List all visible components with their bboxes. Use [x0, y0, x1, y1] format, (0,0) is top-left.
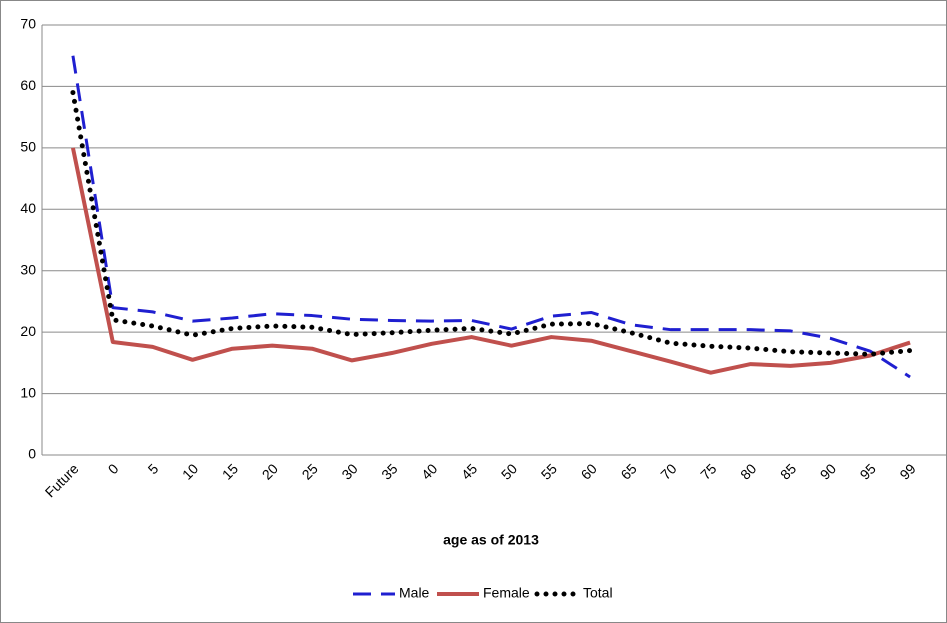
y-tick-label: 20: [20, 323, 36, 339]
y-tick-label: 30: [20, 261, 36, 277]
y-tick-label: 40: [20, 200, 36, 216]
y-tick-label: 60: [20, 77, 36, 93]
y-tick-label: 10: [20, 384, 36, 400]
line-series: [70, 90, 913, 357]
y-tick-label: 70: [20, 16, 36, 32]
y-tick-label: 50: [20, 139, 36, 155]
legend-label: Male: [399, 585, 430, 601]
legend-label: Female: [483, 585, 530, 601]
y-tick-label: 0: [28, 446, 36, 462]
line-series: [70, 147, 911, 375]
x-axis-title: age as of 2013: [443, 532, 539, 548]
legend-label: Total: [583, 585, 613, 601]
